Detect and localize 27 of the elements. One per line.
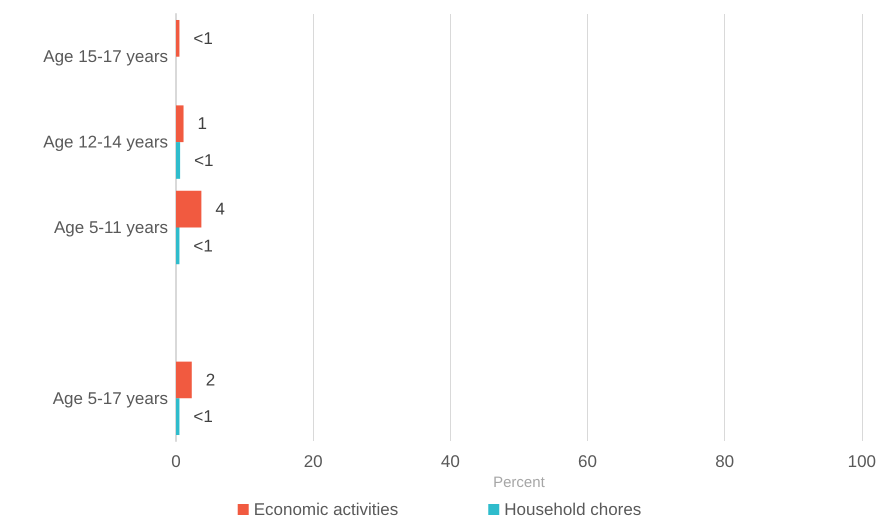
bar [176,398,180,436]
bar [176,190,202,228]
y-tick-label: Age 15-17 years [43,47,168,66]
legend-label: Economic activities [254,500,398,519]
data-label: <1 [193,407,213,426]
y-tick-label: Age 5-11 years [54,218,168,237]
y-tick-label: Age 5-17 years [52,388,168,408]
x-tick-label: 60 [578,452,597,471]
data-label: 1 [198,114,208,134]
bar [176,228,180,264]
x-tick-label: 40 [440,452,460,471]
data-label: <1 [194,150,214,170]
bar [176,20,180,57]
x-tick-label: 20 [304,452,323,471]
data-label: <1 [193,28,213,48]
bar [176,362,192,398]
x-tick-label: 0 [171,452,181,471]
x-tick-label: 100 [848,452,876,471]
data-label: 2 [206,370,216,390]
data-label: 4 [215,200,225,219]
y-tick-label: Age 12-14 years [43,132,168,152]
bar [176,105,184,142]
legend-label: Household chores [504,500,642,519]
data-label: <1 [193,236,213,256]
bar [176,142,180,179]
x-tick-label: 80 [715,452,734,471]
x-axis-title: Percent [493,474,546,491]
